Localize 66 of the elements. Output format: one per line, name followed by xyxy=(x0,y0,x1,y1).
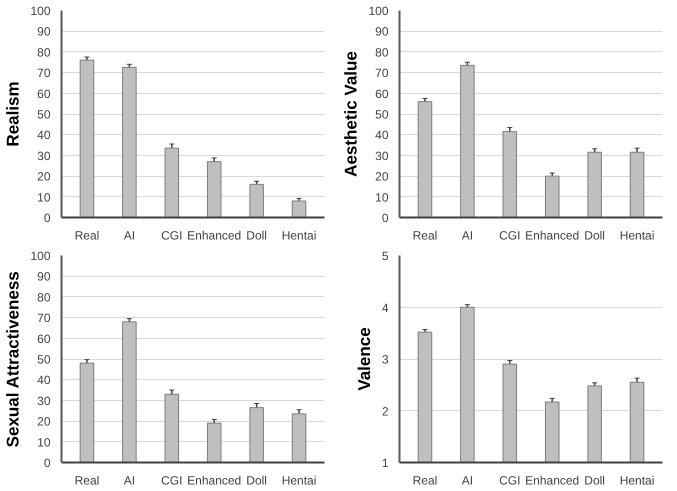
y-tick-label: 40 xyxy=(375,128,389,142)
x-tick-label: CGI xyxy=(161,474,182,488)
x-tick-label: AI xyxy=(462,228,474,242)
y-tick-label: 60 xyxy=(37,86,51,101)
y-tick-label: 100 xyxy=(30,249,51,263)
y-tick-label: 80 xyxy=(375,45,389,60)
y-tick-label: 0 xyxy=(44,211,51,225)
y-tick-label: 40 xyxy=(37,373,51,388)
x-tick-label: AI xyxy=(124,228,136,242)
x-tick-label: Doll xyxy=(246,474,267,488)
x-tick-label: Enhanced xyxy=(525,228,580,242)
x-tick-label: Doll xyxy=(584,474,605,488)
y-tick-label: 10 xyxy=(37,190,51,204)
x-tick-label: CGI xyxy=(499,228,520,242)
x-tick-label: Enhanced xyxy=(187,474,242,488)
y-tick-label: 70 xyxy=(37,311,51,326)
y-tick-label: 100 xyxy=(30,4,51,18)
y-tick-label: 2 xyxy=(382,404,389,418)
y-tick-label: 70 xyxy=(375,66,389,80)
y-tick-label: 10 xyxy=(375,190,389,204)
y-tick-label: 50 xyxy=(37,352,51,366)
y-tick-label: 5 xyxy=(382,249,389,263)
x-tick-label: Hentai xyxy=(620,474,654,488)
y-tick-label: 20 xyxy=(375,170,389,184)
y-tick-label: 0 xyxy=(382,211,389,225)
y-tick-label: 20 xyxy=(37,414,51,429)
y-tick-label: 30 xyxy=(37,394,51,408)
x-tick-label: AI xyxy=(462,474,474,488)
x-tick-label: Real xyxy=(412,228,438,242)
x-tick-label: CGI xyxy=(161,228,182,242)
y-tick-label: 60 xyxy=(37,332,51,346)
y-tick-label: 100 xyxy=(368,4,389,18)
x-tick-label: Real xyxy=(74,228,100,242)
y-tick-label: 30 xyxy=(375,148,389,163)
y-axis-title: Aesthetic Value xyxy=(341,51,360,177)
y-tick-label: 20 xyxy=(37,170,51,184)
x-tick-label: Hentai xyxy=(620,228,654,242)
x-tick-label: AI xyxy=(124,474,136,488)
y-tick-label: 80 xyxy=(37,45,51,60)
x-tick-label: CGI xyxy=(499,474,520,488)
y-tick-label: 90 xyxy=(37,24,51,39)
y-tick-label: 1 xyxy=(382,456,389,470)
y-axis-title: Realism xyxy=(3,81,22,147)
y-axis-title: Sexual Attractiveness xyxy=(3,271,22,448)
x-tick-label: Doll xyxy=(246,228,267,242)
x-tick-label: Enhanced xyxy=(187,228,242,242)
y-axis-title: Valence xyxy=(354,327,374,391)
y-tick-label: 3 xyxy=(382,352,389,366)
x-tick-label: Doll xyxy=(584,228,605,242)
y-tick-label: 50 xyxy=(375,108,389,122)
x-tick-label: Real xyxy=(412,474,438,488)
y-tick-label: 80 xyxy=(37,290,51,304)
y-tick-label: 4 xyxy=(382,300,389,315)
x-tick-label: Enhanced xyxy=(525,474,580,488)
x-tick-label: Hentai xyxy=(282,474,316,488)
y-tick-label: 90 xyxy=(37,270,51,284)
y-tick-label: 0 xyxy=(44,456,51,470)
x-tick-label: Hentai xyxy=(282,228,316,242)
y-tick-label: 10 xyxy=(37,435,51,450)
y-tick-label: 40 xyxy=(37,128,51,142)
y-tick-label: 50 xyxy=(37,108,51,122)
y-tick-label: 30 xyxy=(37,148,51,163)
y-tick-label: 60 xyxy=(375,86,389,101)
y-tick-label: 90 xyxy=(375,24,389,39)
x-tick-label: Real xyxy=(74,474,100,488)
y-tick-label: 70 xyxy=(37,66,51,80)
